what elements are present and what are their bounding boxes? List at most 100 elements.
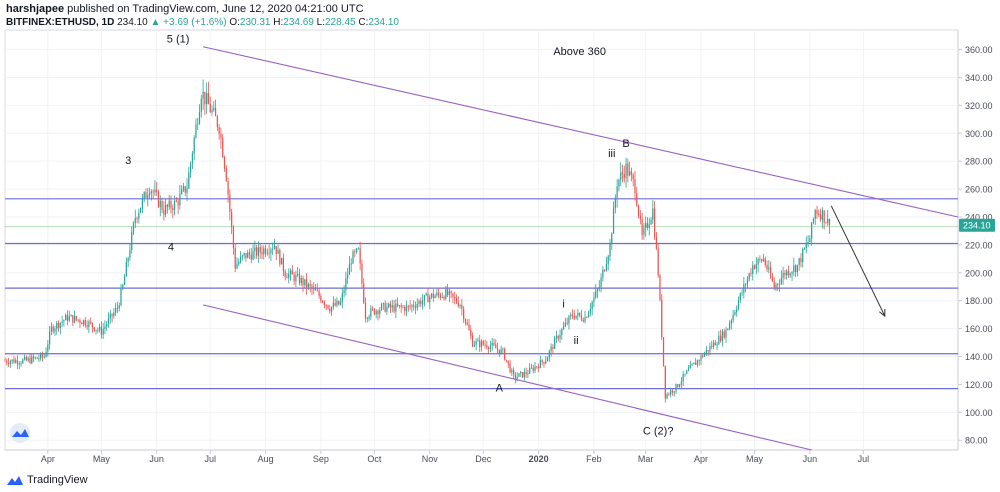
candle-body [662,337,665,366]
candle-body [75,316,78,320]
candle-body [495,344,497,349]
candle-body [122,284,124,289]
candle-body [250,254,252,260]
candle-body [325,304,327,306]
candle-body [768,267,770,270]
candle-body [204,91,206,105]
candle-body [6,360,8,363]
candle-body [489,345,492,349]
candle-body [755,264,757,269]
candle-body [391,305,393,308]
author-name[interactable]: harshjapee [6,3,65,15]
price-axis[interactable]: 80.00 100.00 120.00 140.00 160.00 180.00 200.0… [958,45,993,446]
candle-body [514,374,517,379]
candle-body [352,251,354,264]
candle-body [761,259,763,261]
candle-body [512,369,515,375]
candle-body [534,366,536,371]
time-tick-label: Jun [803,454,818,464]
candle-body [305,279,308,288]
candle-body [289,270,292,274]
candle-body [452,293,454,297]
candle-body [109,313,111,319]
candle-body [193,137,195,154]
candle-body [393,305,395,312]
candle-body [279,249,281,265]
candle-body [50,326,53,332]
candle-body [100,326,102,335]
candle-body [150,191,152,194]
candle-body [696,360,699,365]
candle-body [557,336,559,339]
candle-body [373,309,376,315]
channel-lines [202,46,959,451]
candle-body [188,172,190,189]
candle-body [602,269,604,278]
candle-body [200,98,202,112]
wave-label: 3 [125,155,131,167]
candle-body [222,137,224,158]
arrow-head [879,309,886,318]
time-tick-label: 2020 [529,454,549,464]
candle-body [611,233,613,243]
candle-body [575,315,577,319]
candle-body [491,342,493,346]
candle-body [189,163,192,173]
candle-body [525,371,527,375]
candle-body [816,210,818,215]
candle-body [511,369,513,373]
candle-body [48,331,51,345]
candle-body [18,363,20,365]
candle-body [787,270,790,276]
candle-body [136,218,138,219]
candle-body [811,222,813,239]
candle-body [152,191,154,193]
candle-body [769,267,772,277]
candle-body [691,364,693,366]
candle-body [295,275,297,282]
last-price-badge: 234.10 [959,218,995,232]
candle-body [354,251,356,253]
candle-body [448,291,451,296]
wave-label: 4 [168,241,174,253]
candle-body [648,224,650,228]
candle-body [198,111,201,124]
candle-body [819,214,822,220]
candle-body [307,284,310,288]
candle-body [634,179,636,194]
candle-body [138,212,140,219]
candle-body [34,357,36,359]
symbol-label[interactable]: BITFINEX:ETHUSD, 1D [6,17,115,28]
footer-brand[interactable]: TradingView [27,474,88,486]
candle-body [384,303,386,312]
candle-body [434,295,436,299]
candle-body [225,168,227,181]
candle-body [823,210,825,223]
candle-body [484,344,486,346]
candle-body [207,93,210,105]
candle-body [582,319,584,322]
candle-body [272,248,274,250]
candle-body [323,302,326,305]
candle-body [746,278,749,285]
candle-body [818,214,820,215]
candle-body [414,306,417,308]
candle-body [316,290,318,292]
price-tick-label: 120.00 [965,380,993,390]
candle-body [607,256,609,264]
candle-body [702,355,704,357]
candle-body [677,384,679,387]
candle-body [243,253,245,256]
candle-body [670,390,672,395]
candle-body [689,365,691,369]
candle-body [268,252,270,254]
candle-body [737,300,740,309]
candle-body [821,210,823,220]
candle-body [343,290,345,294]
candle-body [81,322,83,325]
candle-body [577,312,579,316]
candle-body [641,218,643,235]
price-tick-label: 100.00 [965,408,993,418]
time-axis[interactable]: Apr May Jun Jul Aug Sep Oct Nov Dec 2020 Feb Mar Apr… [41,450,869,464]
